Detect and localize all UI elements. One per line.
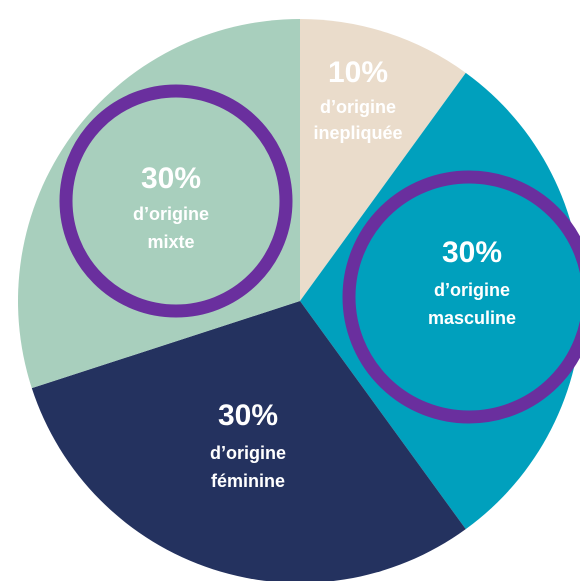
highlight-rings [59,84,580,424]
slice-category-label: féminine [211,471,285,491]
slice-category-label: inepliquée [313,123,402,143]
slice-category-label: d’origine [434,280,510,300]
slice-category-label: masculine [428,308,516,328]
highlight-ring [342,170,580,424]
slice-value-label: 30% [141,162,201,195]
slice-value-label: 30% [442,236,502,269]
slice-category-label: d’origine [210,443,286,463]
slice-category-label: mixte [147,232,194,252]
slice-labels: 10% d’origine inepliquée 30% d’origine m… [133,56,516,491]
slice-value-label: 30% [218,399,278,432]
highlight-ring [59,84,293,318]
pie-slice [300,19,466,301]
pie-slices [17,19,580,581]
pie-slice [31,301,466,581]
slice-value-label: 10% [328,56,388,89]
slice-category-label: d’origine [320,97,396,117]
slice-category-label: d’origine [133,204,209,224]
